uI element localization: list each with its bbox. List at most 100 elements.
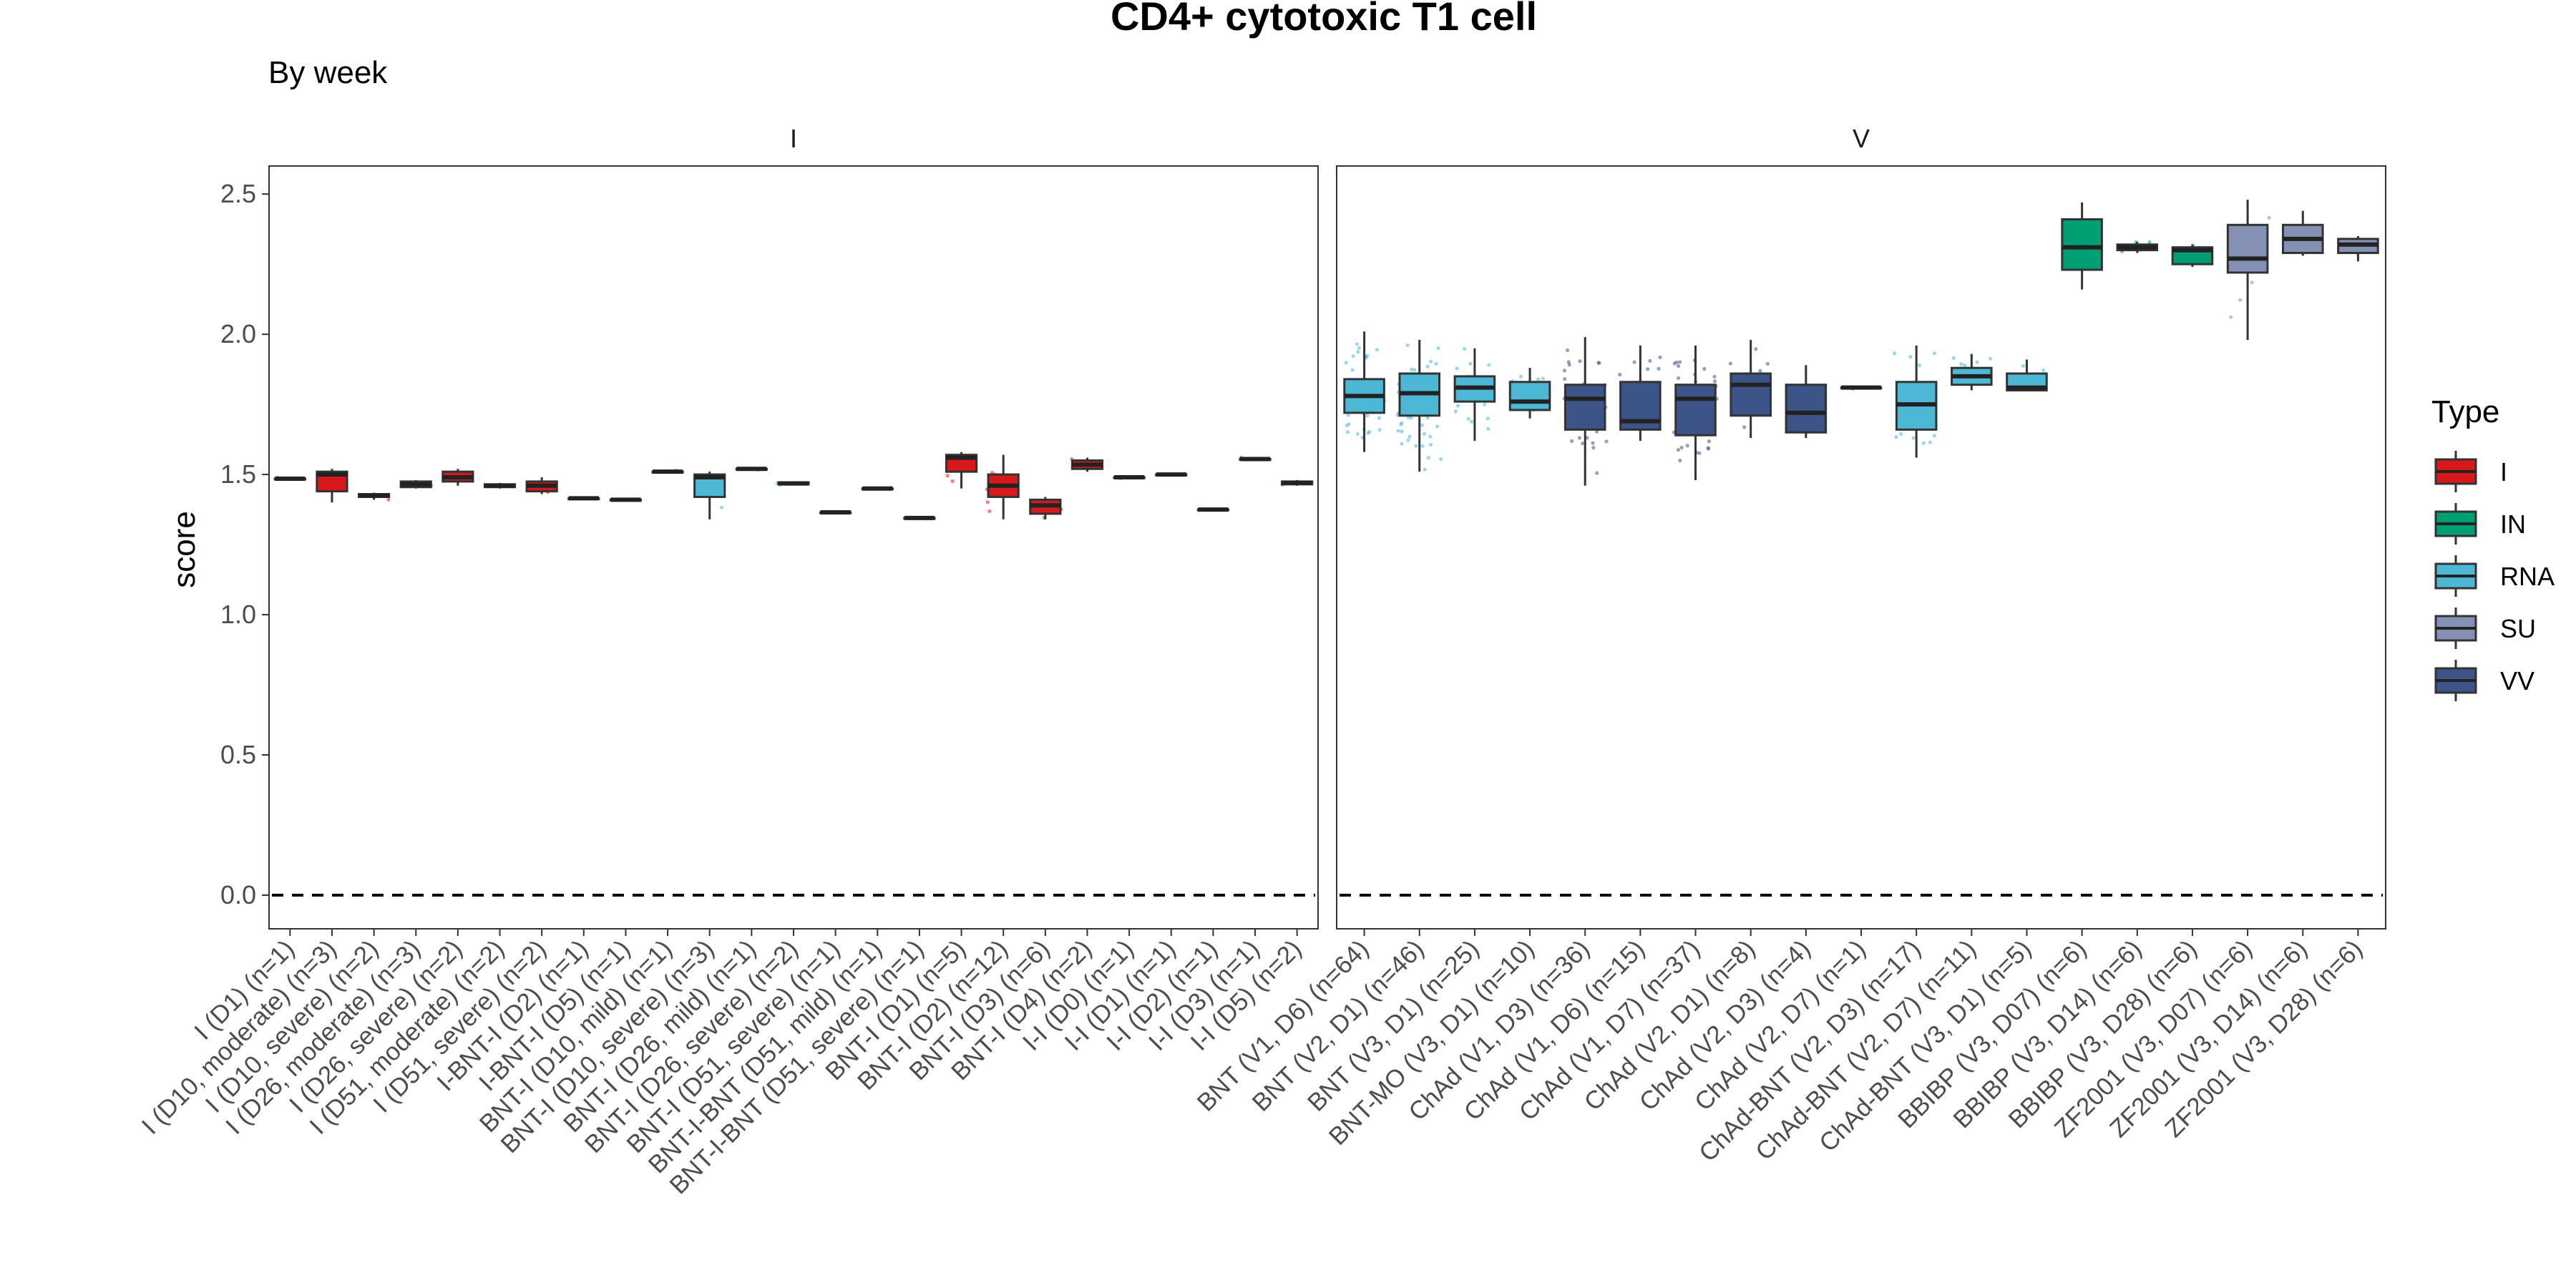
jitter-point	[2021, 364, 2026, 369]
jitter-point	[1712, 374, 1717, 379]
jitter-point	[1420, 444, 1425, 449]
jitter-point	[1646, 367, 1650, 371]
jitter-point	[2147, 240, 2152, 244]
box-body	[2061, 218, 2103, 271]
legend-label: SU	[2500, 614, 2536, 643]
jitter-point	[1400, 429, 1404, 434]
jitter-point	[1570, 439, 1574, 444]
jitter-point	[1428, 442, 1433, 447]
box-body	[1674, 384, 1717, 436]
jitter-point	[2250, 280, 2254, 285]
y-tick-label: 2.0	[220, 319, 256, 348]
jitter-point	[1591, 441, 1595, 445]
jitter-point	[1672, 361, 1677, 366]
legend-item-i: I	[2434, 451, 2507, 492]
jitter-point	[1377, 428, 1382, 432]
jitter-point	[1414, 444, 1418, 448]
jitter-point	[2041, 368, 2046, 373]
jitter-point	[1426, 456, 1430, 460]
jitter-point	[1455, 404, 1460, 408]
jitter-point	[1355, 431, 1360, 436]
jitter-point	[1357, 346, 1361, 350]
jitter-point	[1697, 451, 1702, 455]
jitter-point	[1483, 402, 1487, 406]
legend-item-in: IN	[2434, 503, 2526, 545]
jitter-point	[1712, 379, 1717, 384]
jitter-point	[1453, 409, 1458, 414]
legend-label: VV	[2500, 666, 2534, 696]
jitter-point	[1963, 363, 1967, 368]
jitter-point	[985, 500, 990, 504]
panel-border	[268, 165, 1319, 930]
jitter-point	[1562, 369, 1566, 373]
jitter-point	[1679, 445, 1684, 450]
jitter-point	[1932, 434, 1936, 438]
jitter-point	[1406, 438, 1410, 442]
jitter-point	[1356, 350, 1360, 354]
jitter-point	[1604, 439, 1609, 444]
jitter-point	[1932, 351, 1937, 356]
jitter-point	[1706, 446, 1710, 450]
jitter-point	[1975, 360, 1979, 364]
jitter-point	[1409, 367, 1414, 371]
panel-border	[1336, 165, 2386, 930]
jitter-point	[1423, 467, 1427, 472]
box-body	[1508, 381, 1551, 411]
y-tick-label: 1.5	[220, 459, 256, 489]
jitter-point	[1707, 439, 1712, 444]
legend-title: Type	[2431, 394, 2499, 429]
legend-item-su: SU	[2434, 608, 2536, 649]
jitter-point	[1399, 422, 1403, 426]
jitter-point	[1578, 359, 1582, 364]
jitter-point	[1917, 364, 1921, 368]
jitter-point	[1676, 448, 1681, 452]
jitter-point	[1632, 360, 1636, 364]
jitter-point	[1921, 441, 1926, 446]
jitter-point	[1409, 416, 1413, 420]
jitter-point	[1375, 348, 1379, 352]
legend-item-vv: VV	[2434, 660, 2534, 701]
y-axis-label: score	[167, 511, 202, 588]
jitter-point	[1422, 431, 1427, 436]
jitter-point	[1581, 441, 1585, 446]
jitter-point	[1470, 419, 1474, 424]
jitter-point	[1396, 429, 1400, 433]
box-body	[1729, 372, 1772, 417]
jitter-point	[1407, 434, 1412, 439]
jitter-point	[1487, 363, 1491, 367]
jitter-point	[1429, 359, 1433, 364]
jitter-point	[1591, 445, 1596, 450]
jitter-point	[1436, 346, 1440, 351]
jitter-point	[1365, 414, 1370, 418]
jitter-point	[1648, 358, 1652, 363]
jitter-point	[987, 509, 992, 514]
jitter-point	[1596, 361, 1601, 365]
chart-subtitle: By week	[268, 55, 388, 90]
jitter-point	[1377, 416, 1382, 420]
y-tick-label: 1.0	[220, 600, 256, 629]
panels: I0.00.51.01.52.02.5I (D1) (n=1)I (D10, m…	[137, 124, 2386, 1199]
jitter-point	[1345, 424, 1349, 428]
jitter-point	[1355, 342, 1360, 346]
jitter-point	[719, 505, 723, 509]
jitter-point	[1567, 363, 1571, 367]
jitter-point	[1425, 364, 1430, 369]
jitter-point	[945, 474, 950, 478]
jitter-point	[1413, 368, 1417, 372]
jitter-point	[1541, 376, 1545, 381]
jitter-point	[1758, 369, 1762, 373]
jitter-point	[1434, 361, 1438, 366]
jitter-point	[1455, 366, 1459, 371]
jitter-point	[1466, 416, 1470, 421]
jitter-point	[1657, 366, 1661, 371]
jitter-point	[950, 479, 955, 484]
jitter-point	[1742, 425, 1747, 429]
jitter-point	[1676, 364, 1681, 368]
jitter-point	[1951, 356, 1956, 360]
legend-label: I	[2500, 457, 2507, 487]
y-tick-label: 0.0	[220, 880, 256, 909]
jitter-point	[1428, 434, 1433, 439]
